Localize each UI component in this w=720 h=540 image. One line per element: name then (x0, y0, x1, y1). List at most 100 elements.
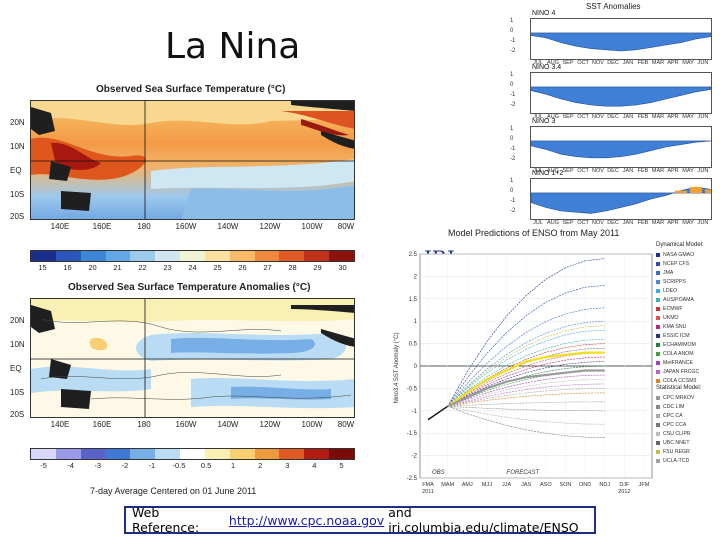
model-name: KMA SNU (663, 323, 687, 330)
plume-model-line (447, 383, 605, 407)
model-name: CDC LIM (663, 403, 685, 410)
model-marker-icon (656, 288, 660, 293)
plume-y-tick: -2.5 (407, 476, 418, 482)
plume-x-tick: MAM (441, 482, 454, 488)
slide-title: La Nina (165, 26, 301, 67)
model-list-item: COLA CCSM3 (656, 376, 716, 385)
colorbar-swatch (155, 251, 181, 261)
anomaly-colorbar-labels: -5 -4 -3 -2 -1 -0.5 0.5 1 2 3 4 5 (30, 461, 355, 471)
strip-month-label: NOV (592, 114, 604, 120)
strip-tick-label: 0 (510, 136, 514, 142)
lon-label: 160E (92, 222, 112, 231)
model-name: UKMO (663, 314, 679, 321)
model-name: ECMWF (663, 305, 683, 312)
strip-tick-label: 1 (510, 18, 514, 24)
strip-panel-name: NINO 1+2 (532, 170, 564, 177)
plume-x-tick: JJA (502, 482, 512, 488)
colorbar-label: -2 (121, 461, 129, 470)
strip-tick-label: 0 (510, 188, 514, 194)
plume-model-line (447, 329, 605, 407)
map-footer-caption: 7-day Average Centered on 01 June 2011 (90, 486, 257, 496)
strip-month-label: MAY (682, 60, 694, 66)
plume-stat-avg-line (447, 369, 605, 408)
colorbar-label: 5 (339, 461, 344, 470)
colorbar-label: 16 (63, 263, 72, 272)
model-marker-icon (656, 261, 660, 266)
model-marker-icon (656, 404, 660, 409)
model-name: ESSIC ICM (663, 332, 690, 339)
plume-y-tick: 1.5 (409, 297, 418, 303)
colorbar-label: -1 (148, 461, 156, 470)
colorbar-label: 15 (38, 263, 47, 272)
model-marker-icon (656, 351, 660, 356)
model-list-header: Statistical Model: (656, 385, 702, 391)
colorbar-swatch (31, 449, 56, 459)
plume-model-line (447, 343, 605, 407)
model-marker-icon (656, 333, 660, 338)
model-list-item: UBC NNET (656, 438, 716, 447)
colorbar-swatch (130, 449, 156, 459)
strip-month-row: JUL AUG SEP OCT NOV DEC JAN FEB MAR APR MAY JUN (530, 114, 712, 122)
colorbar-swatch (254, 449, 280, 459)
model-marker-icon (656, 369, 660, 374)
strip-month-row: JUL AUG SEP OCT NOV DEC JAN FEB MAR APR MAY JUN (530, 60, 712, 68)
plume-y-tick: -1.5 (407, 431, 418, 437)
strip-month-label: JUL (533, 168, 543, 174)
plume-y-tick: -1 (412, 409, 418, 415)
strip-month-label: APR (667, 60, 679, 66)
anomaly-colorbar (30, 448, 355, 460)
reference-link[interactable]: http://www.cpc.noaa.gov (228, 512, 385, 528)
model-marker-icon (656, 449, 660, 454)
anomaly-map-title: Observed Sea Surface Temperature Anomali… (68, 282, 311, 293)
sst-map-svg (31, 101, 354, 219)
plume-x-tick: MJJ (482, 482, 492, 488)
plume-dyn-avg-line (446, 351, 605, 408)
model-name: COLA ANOM (663, 350, 694, 357)
model-name: COLA CCSM3 (663, 377, 697, 384)
colorbar-swatch (130, 251, 156, 261)
plume-model-line (447, 338, 605, 407)
plume-x-tick: JFM (639, 482, 650, 488)
strip-month-row: JUL AUG SEP OCT NOV DEC JAN FEB MAR APR MAY JUN (530, 168, 712, 176)
strip-tick-label: -1 (510, 38, 516, 44)
lat-label: EQ (10, 166, 22, 175)
strip-month-label: SEP (562, 168, 574, 174)
model-marker-icon (656, 279, 660, 284)
model-list-item: SCRIPPS (656, 277, 716, 286)
plume-x-year: 2011 (422, 489, 434, 495)
colorbar-swatch (304, 449, 330, 459)
strip-month-label: SEP (562, 220, 574, 226)
colorbar-swatch (329, 449, 354, 459)
colorbar-swatch (229, 449, 255, 459)
strip-month-label: AUG (547, 114, 559, 120)
sst-map-title: Observed Sea Surface Temperature (°C) (96, 84, 286, 95)
model-list-item: CPC CA (656, 411, 716, 420)
model-list-item: LDEO (656, 286, 716, 295)
strip-tick-label: 1 (510, 178, 514, 184)
model-list-item: UKMO (656, 313, 716, 322)
colorbar-label: 23 (163, 263, 172, 272)
strip-panel (530, 18, 712, 60)
lon-label: 180 (137, 420, 151, 429)
model-list-item: MetFRANCE (656, 358, 716, 367)
plume-model-line (447, 406, 605, 425)
model-list-item: JAPAN FRCGC (656, 367, 716, 376)
model-marker-icon (656, 252, 660, 257)
lat-label: EQ (10, 364, 22, 373)
model-marker-icon (656, 413, 660, 418)
model-marker-icon (656, 297, 660, 302)
colorbar-label: 30 (338, 263, 347, 272)
plume-svg: 2.5 2 1.5 1 0.5 0 -0.5 -1 -1.5 -2 -2.5 Nino3.4 SST … (394, 252, 653, 495)
colorbar-label: 20 (88, 263, 97, 272)
plume-x-tick: AMJ (462, 482, 473, 488)
strip-month-label: AUG (547, 168, 559, 174)
strip-panel (530, 126, 712, 168)
strip-month-label: APR (667, 114, 679, 120)
model-name: CSU CLIPR (663, 430, 691, 437)
reference-suffix: and iri.columbia.edu/climate/ENSO (388, 505, 579, 535)
model-marker-icon (656, 395, 660, 400)
model-name: JAPAN FRCGC (663, 368, 700, 375)
strip-month-label: DEC (607, 60, 619, 66)
model-list-item: CPC CCA (656, 420, 716, 429)
model-name: UBC NNET (663, 439, 690, 446)
